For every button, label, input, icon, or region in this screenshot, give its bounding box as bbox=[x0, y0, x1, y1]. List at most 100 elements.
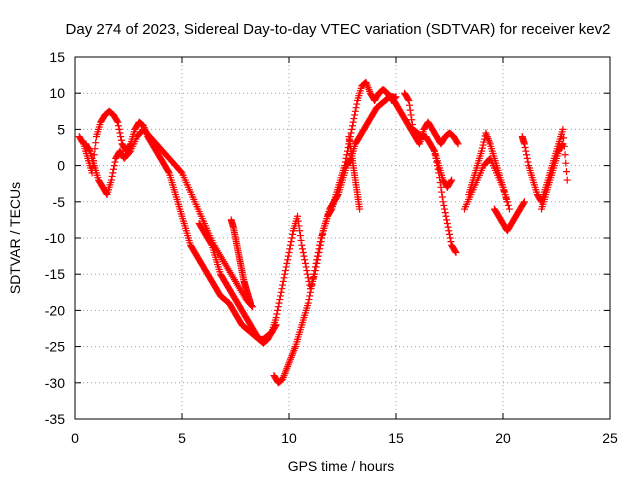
y-tick-label: 0 bbox=[57, 158, 65, 174]
data-point bbox=[304, 270, 312, 278]
data-point bbox=[520, 198, 528, 206]
data-point bbox=[102, 189, 110, 197]
x-axis-label: GPS time / hours bbox=[288, 458, 395, 474]
data-point bbox=[404, 95, 412, 103]
data-point bbox=[523, 151, 531, 159]
x-tick-labels: 0 5 10 15 20 25 bbox=[71, 430, 618, 446]
x-tick-label: 5 bbox=[178, 430, 186, 446]
data-point bbox=[283, 259, 291, 267]
data-point bbox=[318, 234, 326, 242]
data-point bbox=[267, 329, 275, 337]
data-point bbox=[278, 285, 286, 293]
data-point bbox=[392, 93, 400, 101]
data-point bbox=[441, 209, 449, 217]
data-point bbox=[304, 274, 312, 282]
data-point bbox=[91, 145, 99, 153]
data-point bbox=[558, 141, 566, 149]
data-point bbox=[115, 125, 123, 133]
data-point bbox=[279, 277, 287, 285]
data-point bbox=[479, 141, 487, 149]
data-point bbox=[279, 281, 287, 289]
data-point bbox=[349, 118, 357, 126]
data-point bbox=[296, 232, 304, 240]
data-point bbox=[311, 270, 319, 278]
data-point bbox=[408, 121, 416, 129]
data-point bbox=[304, 299, 312, 307]
data-point bbox=[177, 168, 185, 176]
data-point bbox=[446, 230, 453, 238]
data-point bbox=[342, 154, 350, 162]
data-point bbox=[316, 245, 324, 253]
x-tick-label: 15 bbox=[388, 430, 404, 446]
data-point bbox=[117, 136, 125, 144]
x-tick-label: 25 bbox=[602, 430, 618, 446]
data-point bbox=[276, 296, 284, 304]
data-point bbox=[407, 111, 415, 119]
data-point bbox=[287, 238, 295, 246]
data-point bbox=[314, 256, 322, 264]
y-tick-label: 10 bbox=[49, 85, 65, 101]
data-point bbox=[302, 263, 310, 271]
data-point bbox=[520, 140, 528, 148]
data-point bbox=[312, 263, 320, 271]
data-point bbox=[436, 178, 444, 186]
data-point bbox=[561, 151, 569, 159]
data-point bbox=[272, 314, 280, 322]
data-point bbox=[117, 133, 125, 141]
data-point bbox=[281, 267, 289, 275]
data-point bbox=[408, 116, 416, 124]
data-point bbox=[299, 248, 307, 256]
data-point bbox=[126, 148, 134, 156]
x-tick-label: 20 bbox=[495, 430, 511, 446]
data-point bbox=[433, 162, 441, 170]
y-tick-label: 5 bbox=[57, 121, 65, 137]
data-point bbox=[441, 205, 449, 213]
y-tick-label: -20 bbox=[45, 302, 65, 318]
grid-layer bbox=[75, 57, 610, 419]
data-point bbox=[294, 212, 302, 220]
data-point bbox=[348, 122, 356, 130]
data-point bbox=[501, 191, 509, 199]
data-point bbox=[452, 248, 460, 256]
data-point bbox=[284, 256, 292, 264]
data-point bbox=[446, 234, 454, 242]
data-point bbox=[443, 216, 451, 224]
data-point bbox=[275, 299, 283, 307]
data-point bbox=[560, 134, 568, 142]
data-point bbox=[300, 252, 308, 260]
data-point bbox=[520, 199, 528, 207]
data-point bbox=[341, 162, 349, 170]
data-point bbox=[478, 144, 486, 152]
ticks-layer bbox=[74, 56, 611, 420]
data-point bbox=[115, 122, 123, 130]
data-point bbox=[327, 206, 335, 214]
data-point bbox=[453, 139, 461, 147]
data-point bbox=[301, 256, 309, 264]
y-axis-label: SDTVAR / TECUs bbox=[7, 182, 23, 294]
data-point bbox=[440, 201, 448, 209]
data-point bbox=[116, 129, 124, 137]
data-point bbox=[316, 241, 324, 249]
data-point bbox=[447, 177, 455, 185]
data-point bbox=[85, 146, 93, 154]
data-point bbox=[276, 292, 284, 300]
data-point bbox=[286, 245, 294, 253]
data-point bbox=[356, 205, 364, 213]
data-point bbox=[273, 310, 281, 318]
data-point bbox=[319, 230, 327, 238]
data-point bbox=[351, 111, 359, 119]
y-tick-labels: -35 -30 -25 -20 -15 -10 -5 0 5 10 15 bbox=[45, 49, 65, 427]
y-tick-label: -35 bbox=[45, 411, 65, 427]
x-tick-label: 0 bbox=[71, 430, 79, 446]
data-point bbox=[281, 270, 289, 278]
data-point bbox=[433, 158, 441, 166]
data-point bbox=[313, 259, 321, 267]
data-point bbox=[303, 267, 311, 275]
data-point bbox=[434, 165, 442, 173]
data-point bbox=[499, 183, 507, 191]
data-point bbox=[285, 248, 293, 256]
data-point bbox=[431, 147, 439, 155]
data-point bbox=[563, 176, 571, 184]
data-point bbox=[108, 172, 116, 180]
data-point bbox=[353, 100, 361, 108]
